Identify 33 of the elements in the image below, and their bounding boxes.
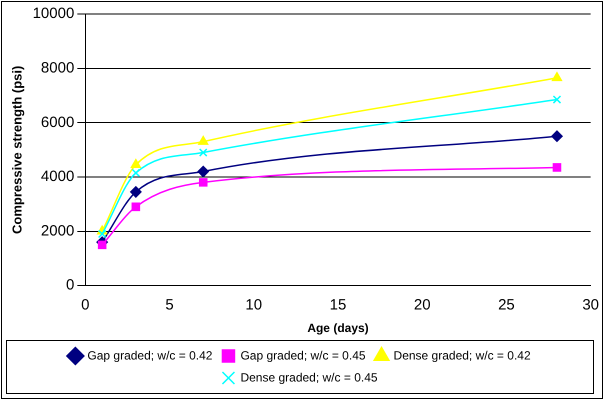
x-tick-label: 25: [498, 296, 515, 314]
point: [130, 186, 142, 198]
point: [552, 72, 562, 82]
x-axis-title: Age (days): [307, 321, 369, 336]
x-tick-label: 0: [81, 296, 90, 314]
point: [98, 230, 106, 238]
y-tick-label: 8000: [40, 59, 74, 76]
point: [132, 168, 140, 178]
legend-label: Dense graded; w/c = 0.45: [240, 370, 378, 384]
y-tick-label: 0: [66, 276, 74, 294]
point: [198, 178, 208, 187]
point: [130, 158, 141, 168]
point: [98, 240, 106, 250]
x-tick-label: 20: [414, 296, 431, 314]
point: [551, 130, 563, 142]
point: [132, 202, 140, 212]
point: [552, 95, 562, 104]
x-tick-label: 10: [245, 296, 262, 314]
point: [197, 166, 209, 178]
x-tick-label: 30: [582, 296, 599, 314]
legend-label: Gap graded; w/c = 0.45: [240, 348, 366, 362]
point: [198, 148, 208, 157]
y-axis-title: Compressive strength (psi): [9, 66, 24, 234]
legend-label: Dense graded; w/c = 0.42: [394, 348, 531, 362]
y-tick-label: 2000: [40, 222, 74, 240]
point: [198, 136, 208, 145]
legend-label: Gap graded; w/c = 0.42: [87, 348, 213, 362]
y-tick-label: 10000: [32, 5, 74, 22]
x-tick-label: 5: [165, 296, 174, 314]
y-tick-label: 4000: [40, 168, 74, 186]
point: [552, 163, 562, 172]
y-tick-label: 6000: [40, 114, 74, 131]
x-tick-label: 15: [330, 296, 346, 314]
